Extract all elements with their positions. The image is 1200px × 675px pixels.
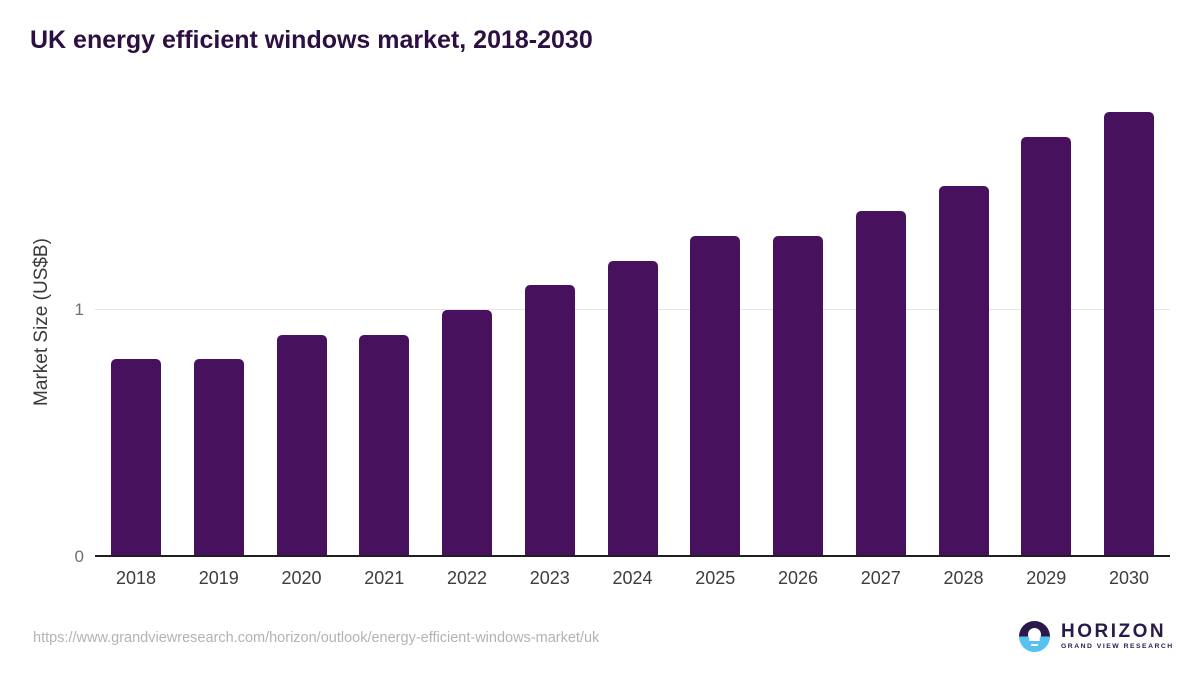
bar-2026 — [773, 236, 823, 557]
bar-2028 — [938, 186, 989, 557]
x-tick-label-2027: 2027 — [860, 568, 901, 588]
bar-2022 — [442, 310, 492, 557]
horizon-logo: HORIZON GRAND VIEW RESEARCH — [1019, 621, 1174, 652]
bar-2020 — [276, 335, 327, 557]
logo-text: HORIZON GRAND VIEW RESEARCH — [1061, 622, 1174, 651]
x-tick-label-2022: 2022 — [446, 568, 488, 588]
x-tick-label-2020: 2020 — [281, 568, 322, 588]
chart-title: UK energy efficient windows market, 2018… — [30, 26, 593, 54]
y-axis-title: Market Size (US$B) — [31, 238, 52, 406]
x-tick-label-2018: 2018 — [115, 568, 157, 588]
bar-2019 — [193, 359, 244, 557]
bar-2025 — [690, 236, 741, 557]
bar-2024 — [607, 261, 658, 557]
bar-2023 — [524, 285, 575, 557]
sun-reflection-line — [1031, 643, 1038, 646]
y-tick-label-0: 0 — [74, 547, 84, 566]
x-tick-label-2019: 2019 — [198, 568, 239, 588]
source-url: https://www.grandviewresearch.com/horizo… — [33, 630, 600, 646]
logo-brand-subtitle: GRAND VIEW RESEARCH — [1061, 643, 1174, 651]
x-tick-label-2021: 2021 — [364, 568, 405, 588]
x-axis-line — [95, 555, 1170, 557]
bar-2021 — [359, 335, 410, 557]
x-tick-label-2023: 2023 — [529, 568, 570, 588]
bar-2030 — [1104, 112, 1154, 557]
x-tick-label-2026: 2026 — [777, 568, 819, 588]
sun-reflection-line — [1029, 639, 1040, 642]
horizon-sunset-icon — [1019, 621, 1050, 652]
logo-brand-name: HORIZON — [1061, 621, 1167, 643]
x-tick-label-2030: 2030 — [1108, 568, 1150, 588]
x-tick-label-2029: 2029 — [1026, 568, 1067, 588]
x-tick-label-2025: 2025 — [695, 568, 736, 588]
bar-2018 — [111, 359, 161, 557]
bar-2027 — [855, 211, 906, 557]
x-tick-label-2028: 2028 — [943, 568, 984, 588]
y-tick-label-1: 1 — [74, 300, 84, 319]
x-tick-label-2024: 2024 — [612, 568, 653, 588]
sun-icon — [1028, 628, 1041, 641]
bar-2029 — [1021, 137, 1072, 557]
